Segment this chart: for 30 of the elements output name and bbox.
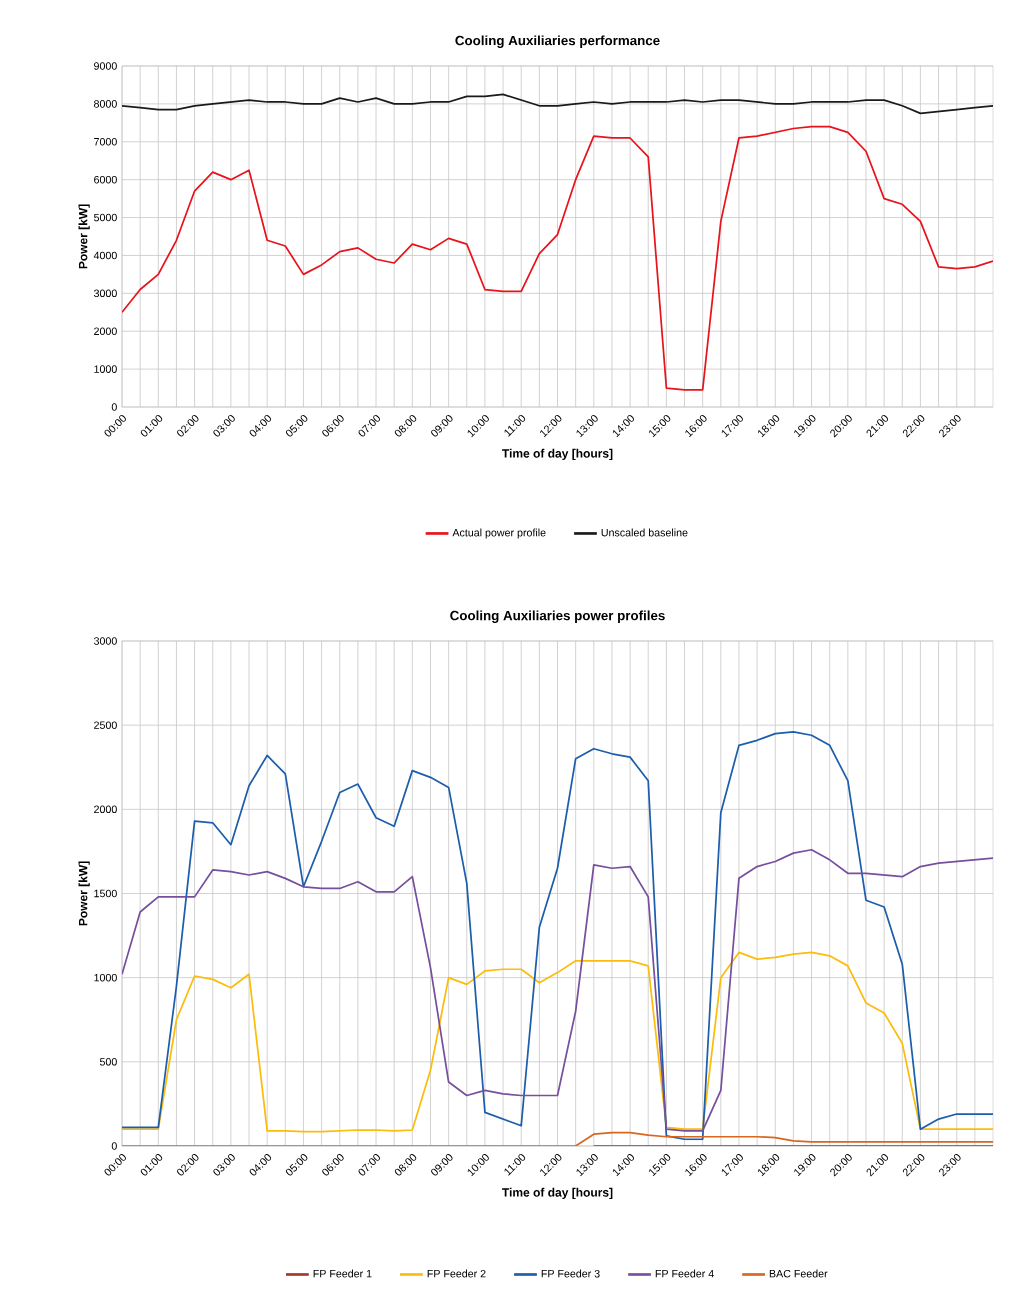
- legend-label: FP Feeder 2: [427, 1269, 486, 1278]
- y-tick-label: 3000: [93, 289, 117, 298]
- y-tick-label: 1000: [94, 365, 117, 373]
- y-axis-title: Power [kW]: [78, 861, 90, 926]
- y-tick-label: 1500: [94, 889, 117, 898]
- legend-label: FP Feeder 1: [313, 1269, 372, 1278]
- x-axis-title: Time of day [hours]: [502, 1187, 613, 1200]
- y-tick-label: 4000: [93, 251, 117, 260]
- y-tick-label: 7000: [94, 138, 117, 146]
- y-tick-label: 2000: [94, 805, 117, 814]
- legend-label: FP Feeder 4: [655, 1269, 714, 1278]
- x-axis-title: Time of day [hours]: [502, 448, 613, 461]
- legend-label: BAC Feeder: [769, 1269, 828, 1278]
- y-tick-label: 8000: [94, 100, 117, 108]
- chart-title: Cooling Auxiliaries performance: [455, 35, 660, 48]
- y-tick-label: 2500: [94, 721, 117, 729]
- y-tick-label: 9000: [94, 62, 117, 70]
- y-tick-label: 2000: [94, 327, 117, 335]
- chart-title: Cooling Auxiliaries power profiles: [450, 610, 665, 623]
- y-axis-title: Power [kW]: [78, 204, 90, 269]
- y-tick-label: 5000: [93, 213, 117, 222]
- y-tick-label: 3000: [93, 637, 117, 645]
- y-tick-label: 0: [111, 403, 117, 411]
- legend-label: Actual power profile: [452, 528, 546, 539]
- legend-label: Unscaled baseline: [601, 528, 688, 537]
- y-tick-label: 1000: [94, 973, 117, 982]
- legend-label: FP Feeder 3: [541, 1269, 600, 1278]
- y-tick-label: 0: [111, 1142, 117, 1150]
- y-tick-label: 500: [99, 1058, 117, 1066]
- y-tick-label: 6000: [94, 175, 117, 184]
